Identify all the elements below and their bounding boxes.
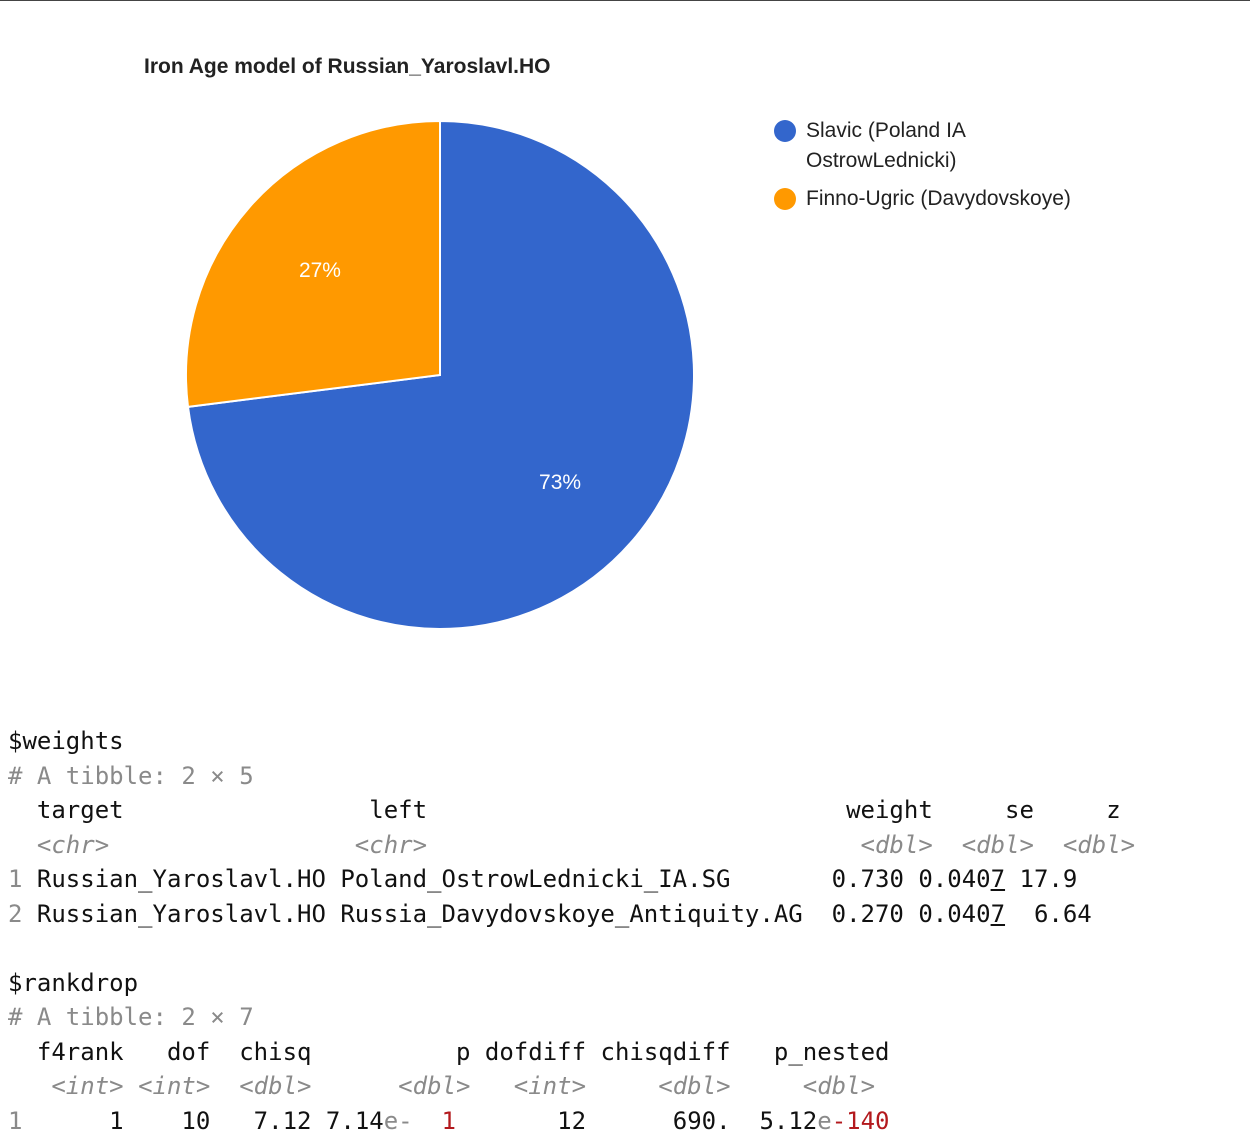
rankdrop-header: $rankdrop xyxy=(8,968,139,997)
legend-item-finno-ugric: Finno-Ugric (Davydovskoye) xyxy=(774,184,1136,214)
legend-item-slavic: Slavic (Poland IA OstrowLednicki) xyxy=(774,116,1136,176)
top-border xyxy=(0,0,1250,1)
r-console-output: $weights # A tibble: 2 × 5 target left w… xyxy=(8,724,1135,1138)
pie-slice-label-0: 73% xyxy=(539,471,581,494)
rankdrop-row: 1 1 10 7.12 7.14e- 1 12 690. 5.12e-140 xyxy=(8,1106,890,1135)
chart-legend: Slavic (Poland IA OstrowLednicki) Finno-U… xyxy=(774,116,1136,222)
weights-tibble-info: # A tibble: 2 × 5 xyxy=(8,761,254,790)
weights-column-types: <chr> <chr> <dbl> <dbl> <dbl> xyxy=(36,830,1136,859)
chart-title: Iron Age model of Russian_Yaroslavl.HO xyxy=(144,55,551,78)
pie-slice-label-1: 27% xyxy=(299,259,341,282)
pie-slice-1 xyxy=(185,119,441,408)
legend-dot-slavic xyxy=(774,120,796,142)
rankdrop-column-headers: f4rank dof chisq p dofdiff chisqdiff p_n… xyxy=(36,1037,890,1066)
weights-header: $weights xyxy=(8,727,124,755)
legend-dot-finno-ugric xyxy=(774,188,796,210)
rankdrop-column-types: <int> <int> <dbl> <dbl> <int> <dbl> <dbl… xyxy=(51,1072,876,1100)
weights-row: 1 Russian_Yaroslavl.HO Poland_OstrowLedn… xyxy=(8,865,1078,893)
weights-column-headers: target left weight se z xyxy=(36,796,1121,824)
pie-chart: 73% 27% xyxy=(185,119,695,630)
legend-label-slavic: Slavic (Poland IA OstrowLednicki) xyxy=(806,119,966,172)
weights-row: 2 Russian_Yaroslavl.HO Russia_Davydovsko… xyxy=(8,899,1092,928)
legend-label-finno-ugric: Finno-Ugric (Davydovskoye) xyxy=(806,187,1071,210)
rankdrop-tibble-info: # A tibble: 2 × 7 xyxy=(8,1003,254,1031)
